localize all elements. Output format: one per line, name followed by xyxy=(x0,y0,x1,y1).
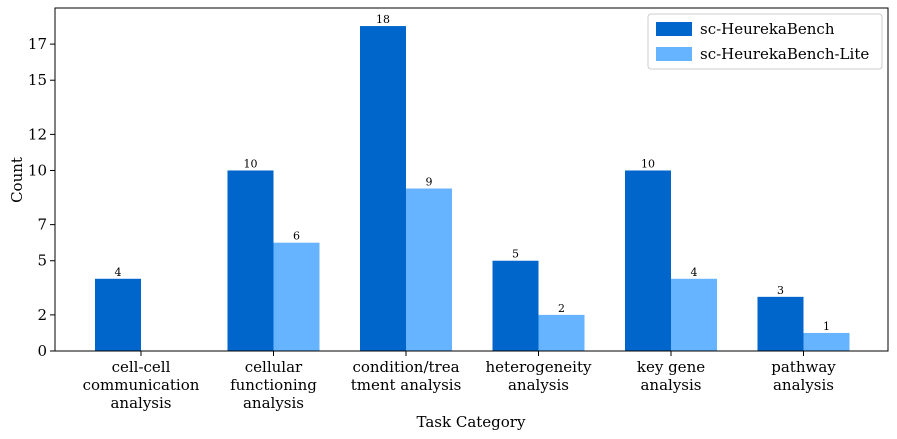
x-tick-label-5-line-1: analysis xyxy=(773,376,834,394)
data-label-series-1-cat-6: 3 xyxy=(777,284,784,297)
x-tick-label-1-line-1: functioning xyxy=(230,376,317,394)
data-label-series-1-cat-1: 4 xyxy=(115,266,122,279)
data-label-series-2-cat-6: 1 xyxy=(823,320,830,333)
y-tick-label-1: 2 xyxy=(37,306,47,324)
x-tick-label-3-line-1: analysis xyxy=(508,376,569,394)
bar-series-1-cat-3 xyxy=(360,26,406,351)
bars-group xyxy=(95,26,850,351)
bar-series-2-cat-3 xyxy=(406,188,452,351)
x-tick-label-2-line-0: condition/trea xyxy=(352,358,459,376)
plot-frame xyxy=(54,7,889,352)
y-tick-label-4: 10 xyxy=(28,161,47,179)
bar-series-1-cat-6 xyxy=(757,296,804,351)
x-tick-label-0-line-1: communication xyxy=(83,376,200,394)
y-tick-label-0: 0 xyxy=(37,342,47,360)
x-tick-label-0-line-2: analysis xyxy=(110,394,171,412)
x-tick-label-1-line-2: analysis xyxy=(243,394,304,412)
data-label-series-2-cat-2: 6 xyxy=(293,230,300,243)
data-label-series-2-cat-5: 4 xyxy=(691,266,698,279)
bar-series-1-cat-5 xyxy=(625,170,671,351)
data-label-series-1-cat-2: 10 xyxy=(244,157,258,170)
bar-series-2-cat-4 xyxy=(538,314,585,351)
x-tick-label-5-line-0: pathway xyxy=(771,358,836,376)
legend-swatch-series-1 xyxy=(656,22,692,36)
legend: sc-HeurekaBench sc-HeurekaBench-Lite xyxy=(647,13,883,70)
data-label-series-1-cat-5: 10 xyxy=(641,157,655,170)
y-tick-label-6: 15 xyxy=(28,71,47,89)
y-tick-label-5: 12 xyxy=(28,125,47,143)
y-tick-label-7: 17 xyxy=(28,35,47,53)
x-tick-label-4-line-1: analysis xyxy=(640,376,701,394)
x-tick-label-0-line-0: cell-cell xyxy=(112,358,171,376)
data-label-series-2-cat-4: 2 xyxy=(558,302,565,315)
bar-series-1-cat-4 xyxy=(492,260,539,351)
bar-series-2-cat-6 xyxy=(803,332,850,351)
bar-series-2-cat-2 xyxy=(273,242,320,351)
x-tick-label-2-line-1: tment analysis xyxy=(351,376,462,394)
data-label-series-1-cat-4: 5 xyxy=(512,248,519,261)
x-axis: cell-cellcommunicationanalysiscellularfu… xyxy=(83,351,836,412)
bar-series-1-cat-2 xyxy=(227,170,274,351)
y-axis: 0 2 5 7 10 12 15 17 xyxy=(28,35,55,360)
data-label-series-1-cat-3: 18 xyxy=(376,13,390,26)
y-axis-label: Count xyxy=(8,157,26,203)
legend-label-series-1: sc-HeurekaBench xyxy=(700,20,835,38)
x-axis-label: Task Category xyxy=(417,413,526,431)
legend-label-series-2: sc-HeurekaBench-Lite xyxy=(700,45,869,63)
x-tick-label-4-line-0: key gene xyxy=(637,358,705,376)
y-tick-label-2: 5 xyxy=(37,252,47,270)
data-labels-group: 4 10 6 18 9 5 2 10 4 3 1 xyxy=(115,13,831,333)
legend-swatch-series-2 xyxy=(656,47,692,61)
data-label-series-2-cat-3: 9 xyxy=(426,176,433,189)
x-tick-label-1-line-0: cellular xyxy=(245,358,303,376)
x-tick-label-3-line-0: heterogeneity xyxy=(486,358,592,376)
bar-series-1-cat-1 xyxy=(95,278,141,351)
bar-series-2-cat-5 xyxy=(671,278,717,351)
y-tick-label-3: 7 xyxy=(37,216,47,234)
legend-frame xyxy=(647,13,883,70)
